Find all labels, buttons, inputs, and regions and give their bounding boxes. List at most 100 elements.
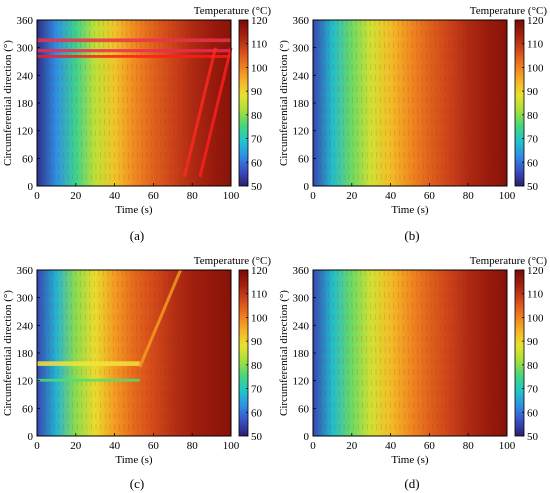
x-tick-label: 100 — [499, 440, 516, 452]
y-tick-label: 0 — [28, 431, 34, 443]
x-tick-label: 40 — [109, 190, 121, 202]
heatmap-streak — [351, 19, 354, 187]
colorbar-tick-label: 100 — [251, 62, 268, 74]
heatmap-streak — [416, 19, 420, 187]
colorbar-tick-label: 90 — [251, 86, 263, 98]
heatmap-streak — [219, 269, 223, 437]
heatmap-streak — [341, 269, 345, 437]
heatmap-streak — [70, 19, 74, 187]
x-tick-label: 40 — [109, 440, 121, 452]
colorbar — [514, 19, 525, 187]
colorbar-title: Temperature (°C) — [194, 5, 272, 17]
colorbar-tick-label: 100 — [251, 312, 268, 324]
heatmap-streak — [425, 269, 429, 437]
heatmap-streak — [154, 19, 157, 187]
heatmap-streak — [186, 269, 190, 437]
heatmap-streak — [93, 19, 97, 187]
heatmap-streak — [430, 19, 433, 187]
heatmap-streak — [458, 19, 461, 187]
heatmap-field — [313, 270, 507, 436]
colorbar-tick-label: 60 — [251, 407, 263, 419]
heatmap-streak — [223, 19, 227, 187]
heatmap-streak — [346, 269, 350, 437]
panel-label: (a) — [130, 228, 144, 243]
heatmap-streak — [453, 19, 457, 187]
anomaly-band — [37, 49, 231, 53]
heatmap-streak — [327, 19, 331, 187]
y-tick-label: 240 — [17, 70, 34, 82]
y-tick-label: 120 — [17, 126, 34, 138]
heatmap-streak — [379, 19, 382, 187]
heatmap-streak — [379, 269, 382, 437]
heatmap-streak — [103, 19, 106, 187]
heatmap-streak — [499, 269, 503, 437]
heatmap-streak — [397, 269, 401, 437]
heatmap-streak — [486, 19, 489, 187]
heatmap-streak — [196, 269, 199, 437]
heatmap-streak — [388, 269, 392, 437]
colorbar-tick-label: 60 — [527, 407, 539, 419]
colorbar-tick-label: 110 — [251, 289, 268, 301]
colorbar-tick-label: 70 — [251, 384, 263, 396]
heatmap-streak — [425, 19, 429, 187]
heatmap-streak — [70, 269, 74, 437]
heatmap-streak — [51, 269, 55, 437]
heatmap-streak — [121, 19, 125, 187]
colorbar-tick-label: 90 — [527, 336, 539, 348]
heatmap-field — [37, 270, 231, 436]
x-axis-label: Time (s) — [391, 204, 429, 216]
y-tick-label: 180 — [17, 348, 34, 360]
colorbar-tick-label: 50 — [251, 181, 263, 193]
heatmap-streak — [149, 269, 153, 437]
x-tick-label: 20 — [346, 440, 358, 452]
heatmap-streak — [490, 19, 494, 187]
colorbar-title: Temperature (°C) — [470, 5, 548, 17]
heatmap-streaks — [318, 19, 503, 187]
colorbar-title: Temperature (°C) — [194, 255, 272, 267]
colorbar-tick-label: 70 — [527, 384, 539, 396]
heatmap-streak — [61, 19, 64, 187]
heatmap-streak — [117, 269, 120, 437]
heatmap-streak — [365, 269, 368, 437]
heatmap-streak — [75, 19, 78, 187]
y-tick-label: 300 — [17, 293, 34, 305]
heatmap-streak — [144, 19, 148, 187]
heatmap-streak — [107, 269, 111, 437]
x-tick-label: 100 — [223, 440, 240, 452]
heatmap-streak — [182, 269, 185, 437]
heatmap-streak — [182, 19, 185, 187]
colorbar-tick-label: 110 — [527, 289, 544, 301]
y-tick-label: 60 — [298, 153, 310, 165]
panel-1: 0 20 40 60 80 100 0 60 120 180 240 300 360 Time (s) Ci… — [2, 5, 271, 243]
colorbar-tick-label: 90 — [251, 336, 263, 348]
heatmap-streak — [411, 269, 415, 437]
heatmap-streak — [117, 19, 120, 187]
heatmap-streak — [416, 269, 420, 437]
colorbar-tick-label: 60 — [251, 157, 263, 169]
heatmap-streak — [144, 269, 148, 437]
heatmap-streak — [79, 19, 83, 187]
y-tick-label: 60 — [22, 153, 34, 165]
heatmap-streak — [420, 19, 424, 187]
heatmap-streak — [393, 19, 396, 187]
heatmap-streak — [402, 19, 406, 187]
y-axis-label: Circumferential direction (°) — [2, 40, 14, 166]
colorbar-tick-label: 50 — [527, 431, 539, 443]
heatmap-streak — [112, 269, 116, 437]
heatmap-streak — [402, 269, 406, 437]
x-tick-label: 0 — [34, 440, 40, 452]
colorbar-tick-label: 120 — [527, 265, 544, 277]
heatmap-streak — [89, 19, 92, 187]
x-tick-label: 0 — [34, 190, 40, 202]
anomaly-band — [37, 55, 231, 58]
heatmap-streak — [365, 19, 368, 187]
colorbar — [238, 19, 249, 187]
heatmap-streak — [172, 269, 176, 437]
heatmap-streak — [486, 269, 489, 437]
y-tick-label: 300 — [293, 293, 310, 305]
colorbar-tick-label: 110 — [251, 39, 268, 51]
heatmap-streak — [98, 269, 102, 437]
colorbar-tick-label: 120 — [251, 265, 268, 277]
heatmap-streak — [462, 19, 466, 187]
